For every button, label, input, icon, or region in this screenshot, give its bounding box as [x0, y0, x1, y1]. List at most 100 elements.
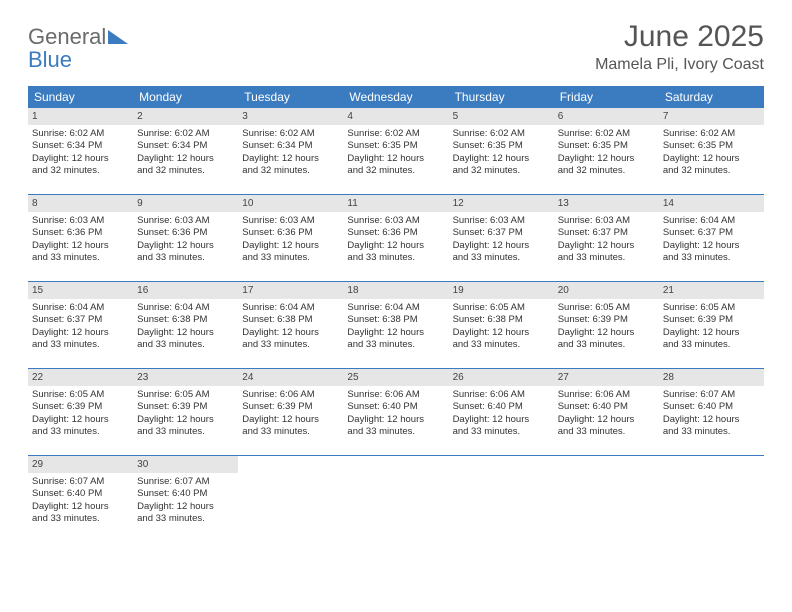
- sunset-text: Sunset: 6:36 PM: [347, 227, 444, 239]
- location: Mamela Pli, Ivory Coast: [595, 56, 764, 74]
- calendar-cell: 17Sunrise: 6:04 AMSunset: 6:38 PMDayligh…: [238, 282, 343, 368]
- calendar-cell: 28Sunrise: 6:07 AMSunset: 6:40 PMDayligh…: [659, 369, 764, 455]
- sunrise-text: Sunrise: 6:02 AM: [558, 128, 655, 140]
- day-header: Sunday: [28, 86, 133, 108]
- sunrise-text: Sunrise: 6:04 AM: [347, 302, 444, 314]
- daylight-text: Daylight: 12 hours: [137, 414, 234, 426]
- calendar-cell: 4Sunrise: 6:02 AMSunset: 6:35 PMDaylight…: [343, 108, 448, 194]
- sunset-text: Sunset: 6:40 PM: [137, 488, 234, 500]
- daylight-text: Daylight: 12 hours: [242, 153, 339, 165]
- calendar-cell: 22Sunrise: 6:05 AMSunset: 6:39 PMDayligh…: [28, 369, 133, 455]
- daylight-text: Daylight: 12 hours: [32, 501, 129, 513]
- sunrise-text: Sunrise: 6:02 AM: [663, 128, 760, 140]
- calendar-cell: 23Sunrise: 6:05 AMSunset: 6:39 PMDayligh…: [133, 369, 238, 455]
- day-number: 22: [28, 369, 133, 386]
- daylight-text: and 32 minutes.: [558, 165, 655, 177]
- calendar-cell: [343, 456, 448, 542]
- daylight-text: and 33 minutes.: [242, 339, 339, 351]
- calendar-cell: 10Sunrise: 6:03 AMSunset: 6:36 PMDayligh…: [238, 195, 343, 281]
- sunrise-text: Sunrise: 6:02 AM: [347, 128, 444, 140]
- calendar-cell: 7Sunrise: 6:02 AMSunset: 6:35 PMDaylight…: [659, 108, 764, 194]
- calendar-cell: 25Sunrise: 6:06 AMSunset: 6:40 PMDayligh…: [343, 369, 448, 455]
- daylight-text: and 32 minutes.: [137, 165, 234, 177]
- day-number: 9: [133, 195, 238, 212]
- day-header: Wednesday: [343, 86, 448, 108]
- month-title: June 2025: [595, 20, 764, 54]
- sunset-text: Sunset: 6:40 PM: [558, 401, 655, 413]
- sunrise-text: Sunrise: 6:04 AM: [242, 302, 339, 314]
- daylight-text: and 33 minutes.: [137, 252, 234, 264]
- sunrise-text: Sunrise: 6:03 AM: [137, 215, 234, 227]
- sunrise-text: Sunrise: 6:06 AM: [347, 389, 444, 401]
- logo: General Blue: [28, 20, 128, 72]
- sunset-text: Sunset: 6:40 PM: [453, 401, 550, 413]
- calendar-cell: 18Sunrise: 6:04 AMSunset: 6:38 PMDayligh…: [343, 282, 448, 368]
- daylight-text: Daylight: 12 hours: [558, 414, 655, 426]
- sunset-text: Sunset: 6:35 PM: [347, 140, 444, 152]
- day-number: 3: [238, 108, 343, 125]
- calendar-cell: 20Sunrise: 6:05 AMSunset: 6:39 PMDayligh…: [554, 282, 659, 368]
- calendar-body: 1Sunrise: 6:02 AMSunset: 6:34 PMDaylight…: [28, 108, 764, 542]
- sunset-text: Sunset: 6:39 PM: [242, 401, 339, 413]
- daylight-text: Daylight: 12 hours: [32, 414, 129, 426]
- sunset-text: Sunset: 6:39 PM: [663, 314, 760, 326]
- sunset-text: Sunset: 6:34 PM: [137, 140, 234, 152]
- daylight-text: Daylight: 12 hours: [347, 240, 444, 252]
- daylight-text: and 33 minutes.: [32, 252, 129, 264]
- header: General Blue June 2025 Mamela Pli, Ivory…: [28, 20, 764, 74]
- calendar-cell: 26Sunrise: 6:06 AMSunset: 6:40 PMDayligh…: [449, 369, 554, 455]
- daylight-text: Daylight: 12 hours: [242, 240, 339, 252]
- day-number: 19: [449, 282, 554, 299]
- sunrise-text: Sunrise: 6:03 AM: [558, 215, 655, 227]
- sunset-text: Sunset: 6:39 PM: [137, 401, 234, 413]
- daylight-text: and 33 minutes.: [347, 426, 444, 438]
- calendar-cell: 1Sunrise: 6:02 AMSunset: 6:34 PMDaylight…: [28, 108, 133, 194]
- sunset-text: Sunset: 6:37 PM: [32, 314, 129, 326]
- calendar-cell: 13Sunrise: 6:03 AMSunset: 6:37 PMDayligh…: [554, 195, 659, 281]
- sunrise-text: Sunrise: 6:06 AM: [558, 389, 655, 401]
- sunrise-text: Sunrise: 6:07 AM: [32, 476, 129, 488]
- calendar-cell: 16Sunrise: 6:04 AMSunset: 6:38 PMDayligh…: [133, 282, 238, 368]
- calendar-cell: 30Sunrise: 6:07 AMSunset: 6:40 PMDayligh…: [133, 456, 238, 542]
- sunset-text: Sunset: 6:37 PM: [453, 227, 550, 239]
- calendar-cell: [554, 456, 659, 542]
- sunset-text: Sunset: 6:39 PM: [558, 314, 655, 326]
- daylight-text: Daylight: 12 hours: [242, 327, 339, 339]
- day-number: 23: [133, 369, 238, 386]
- sunrise-text: Sunrise: 6:04 AM: [663, 215, 760, 227]
- daylight-text: and 33 minutes.: [347, 252, 444, 264]
- title-block: June 2025 Mamela Pli, Ivory Coast: [595, 20, 764, 74]
- daylight-text: and 33 minutes.: [453, 252, 550, 264]
- daylight-text: and 32 minutes.: [663, 165, 760, 177]
- day-number: 16: [133, 282, 238, 299]
- sunrise-text: Sunrise: 6:03 AM: [453, 215, 550, 227]
- sunset-text: Sunset: 6:40 PM: [663, 401, 760, 413]
- daylight-text: and 33 minutes.: [347, 339, 444, 351]
- day-number: 25: [343, 369, 448, 386]
- daylight-text: and 32 minutes.: [32, 165, 129, 177]
- day-number: 8: [28, 195, 133, 212]
- day-number: 5: [449, 108, 554, 125]
- calendar-cell: 24Sunrise: 6:06 AMSunset: 6:39 PMDayligh…: [238, 369, 343, 455]
- calendar-cell: 3 Sunrise: 6:02 AMSunset: 6:34 PMDaylight…: [238, 108, 343, 194]
- day-number: 28: [659, 369, 764, 386]
- sunrise-text: Sunrise: 6:02 AM: [242, 128, 339, 140]
- sunset-text: Sunset: 6:35 PM: [453, 140, 550, 152]
- day-number: 12: [449, 195, 554, 212]
- daylight-text: Daylight: 12 hours: [32, 153, 129, 165]
- daylight-text: Daylight: 12 hours: [453, 240, 550, 252]
- day-number: 13: [554, 195, 659, 212]
- calendar-cell: 15Sunrise: 6:04 AMSunset: 6:37 PMDayligh…: [28, 282, 133, 368]
- logo-general: General: [28, 24, 106, 49]
- day-header: Friday: [554, 86, 659, 108]
- sunrise-text: Sunrise: 6:05 AM: [32, 389, 129, 401]
- calendar-cell: 19Sunrise: 6:05 AMSunset: 6:38 PMDayligh…: [449, 282, 554, 368]
- daylight-text: and 33 minutes.: [137, 426, 234, 438]
- daylight-text: Daylight: 12 hours: [663, 240, 760, 252]
- sunset-text: Sunset: 6:38 PM: [347, 314, 444, 326]
- sunrise-text: Sunrise: 6:06 AM: [242, 389, 339, 401]
- daylight-text: and 33 minutes.: [32, 513, 129, 525]
- sunset-text: Sunset: 6:35 PM: [558, 140, 655, 152]
- sunset-text: Sunset: 6:34 PM: [242, 140, 339, 152]
- daylight-text: Daylight: 12 hours: [137, 327, 234, 339]
